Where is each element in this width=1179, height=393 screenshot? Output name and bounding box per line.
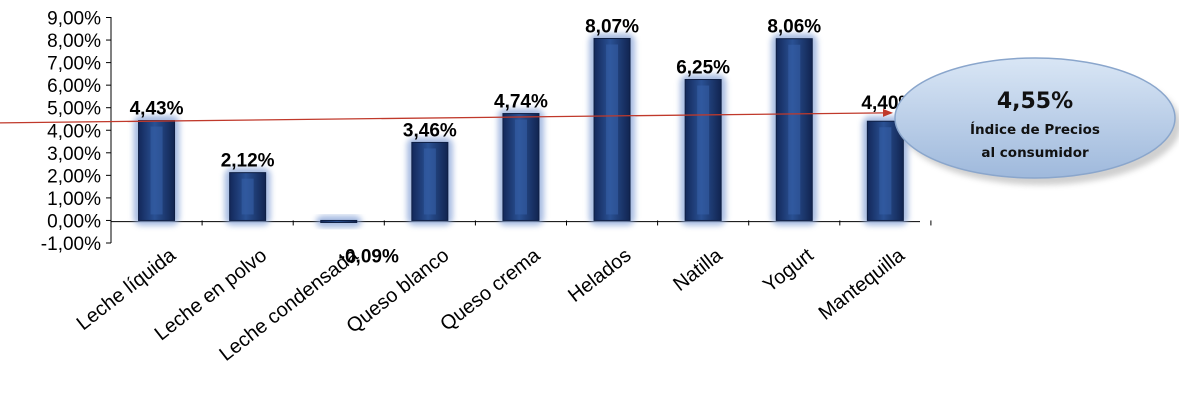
bar — [224, 167, 271, 226]
y-tick-label: 1,00% — [47, 189, 101, 210]
bar — [497, 108, 544, 226]
category-label: Helados — [564, 244, 635, 307]
bar-highlight — [606, 44, 619, 215]
category-label: Natilla — [669, 244, 727, 296]
bar-highlight — [150, 126, 163, 215]
bar-highlight — [879, 127, 892, 215]
data-label: 2,12% — [221, 151, 275, 172]
callout-bubble — [894, 57, 1176, 179]
reference-line — [0, 112, 886, 124]
y-tick-label: 4,00% — [47, 121, 101, 142]
bar-highlight — [788, 44, 801, 215]
bar-highlight — [514, 119, 527, 215]
bar — [589, 33, 636, 226]
category-label: Queso crema — [436, 244, 545, 336]
data-label: 8,06% — [767, 17, 821, 38]
reference-line-arrowhead — [883, 108, 893, 117]
y-tick-label: 8,00% — [47, 31, 101, 52]
bar — [133, 115, 180, 226]
data-label: -0,09% — [339, 246, 399, 267]
y-tick-label: 7,00% — [47, 54, 101, 75]
data-label: 4,74% — [494, 92, 548, 113]
bars — [110, 33, 932, 228]
y-tick-label: -1,00% — [41, 234, 101, 255]
y-tick-label: 6,00% — [47, 76, 101, 97]
bar — [862, 116, 909, 226]
callout-value: 4,55% — [997, 89, 1073, 114]
y-tick-label: 2,00% — [47, 166, 101, 187]
y-ticks: -1,00%0,00%1,00%2,00%3,00%4,00%5,00%6,00… — [41, 9, 111, 255]
y-tick-label: 3,00% — [47, 144, 101, 165]
callout-line-1: Índice de Precios — [970, 121, 1100, 138]
bar — [315, 215, 362, 228]
bar — [680, 74, 727, 226]
data-label: 6,25% — [676, 58, 730, 79]
data-labels: 4,43% 2,12% -0,09% 3,46% 4,74% 8,07% 6,25% 8,06… — [130, 16, 916, 267]
data-label: 8,07% — [585, 16, 639, 37]
y-tick-label: 5,00% — [47, 99, 101, 120]
y-tick-label: 9,00% — [47, 9, 101, 30]
bar-highlight — [697, 85, 710, 215]
data-label: 3,46% — [403, 120, 457, 141]
data-label: 4,43% — [130, 99, 184, 120]
y-axis: -1,00%0,00%1,00%2,00%3,00%4,00%5,00%6,00… — [41, 9, 112, 255]
category-label: Yogurt — [759, 244, 818, 297]
bar — [771, 33, 818, 226]
bar-highlight — [423, 148, 436, 215]
bar-body — [320, 219, 358, 223]
callout-line-2: al consumidor — [981, 145, 1089, 161]
bar — [406, 137, 453, 226]
price-index-callout: 4,55% Índice de Precios al consumidor — [894, 57, 1179, 185]
reference-line-group — [0, 108, 893, 124]
category-label: Mantequilla — [815, 244, 910, 325]
bar-highlight — [241, 178, 254, 215]
y-tick-label: 0,00% — [47, 211, 101, 232]
